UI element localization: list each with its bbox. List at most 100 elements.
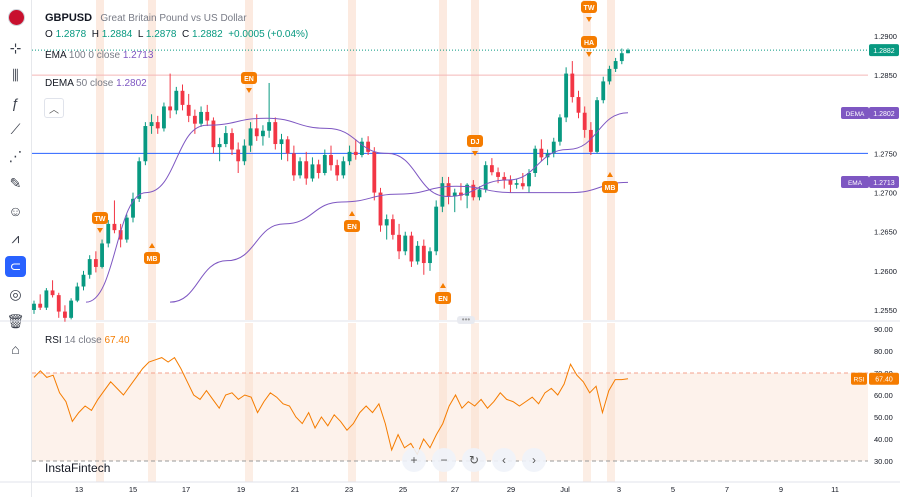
- brush-icon[interactable]: ✎: [9, 175, 22, 191]
- high-value: 1.2884: [101, 29, 133, 40]
- price-tick-label: 1.2750: [874, 149, 897, 158]
- candle-body: [192, 115, 197, 124]
- dema-value: 1.2802: [116, 78, 147, 89]
- close-value: 1.2882: [192, 29, 223, 40]
- candle-body: [199, 111, 203, 124]
- event-band: [96, 0, 104, 320]
- rsi-event-band: [607, 323, 615, 482]
- candle-body: [273, 122, 278, 145]
- candle-body: [63, 311, 67, 318]
- candle-body: [316, 164, 321, 173]
- candle-body: [564, 73, 569, 118]
- candle-body: [415, 245, 420, 262]
- candle-body: [489, 165, 494, 173]
- candle-body: [304, 161, 309, 179]
- candle-body: [118, 230, 123, 240]
- candle-body: [558, 117, 562, 142]
- pattern-icon[interactable]: ⋰: [8, 148, 23, 164]
- rsi-event-band: [471, 323, 479, 482]
- zoom-in-button[interactable]: +: [402, 448, 426, 472]
- price-label-value: 1.2802: [873, 111, 895, 118]
- dema-50-line: [85, 112, 629, 303]
- candle-body: [230, 133, 234, 150]
- ema-name: EMA: [45, 50, 67, 61]
- time-tick-label: 7: [725, 485, 729, 494]
- candle-body: [298, 161, 302, 176]
- event-badge: [581, 1, 597, 13]
- candle-body: [162, 106, 166, 129]
- candle-body: [329, 154, 333, 166]
- candle-body: [112, 223, 117, 231]
- lock-icon[interactable]: ⌂: [11, 340, 20, 357]
- rsi-tick-label: 60.00: [874, 391, 893, 400]
- ohlc-legend: O 1.2878 H 1.2884 L 1.2878 C 1.2882 +0.0…: [45, 29, 308, 40]
- rsi-legend[interactable]: RSI 14 close 67.40: [45, 335, 130, 346]
- candle-body: [267, 122, 272, 131]
- dema-legend[interactable]: DEMA 50 close 1.2802: [45, 78, 147, 89]
- event-label: DJ: [471, 139, 480, 146]
- candle-body: [149, 122, 154, 127]
- dema-params: 50 close: [76, 78, 114, 89]
- symbol-legend: GBPUSD Great Britain Pound vs US Dollar: [45, 12, 247, 24]
- time-tick-label: 15: [129, 485, 137, 494]
- rsi-params: 14 close: [64, 335, 102, 346]
- candle-body: [32, 303, 36, 310]
- fx-indicator-icon[interactable]: ƒ: [11, 94, 20, 111]
- scroll-left-button[interactable]: ‹: [492, 448, 516, 472]
- candle-body: [378, 192, 383, 226]
- crosshair-icon[interactable]: ⊹: [9, 40, 22, 56]
- flag-icon[interactable]: [8, 9, 25, 26]
- time-tick-label: 9: [779, 485, 783, 494]
- event-band: [148, 0, 156, 320]
- time-tick-label: 5: [671, 485, 675, 494]
- price-tick-label: 1.2900: [874, 32, 897, 41]
- rsi-name: RSI: [45, 335, 62, 346]
- candle-body: [459, 192, 463, 196]
- change-value: +0.0005 (+0.04%): [228, 29, 309, 40]
- price-label-value: 1.2882: [873, 48, 895, 55]
- candle-body: [248, 128, 253, 146]
- candle-body: [291, 153, 296, 176]
- arrow-down-icon: [246, 88, 252, 93]
- emoji-icon[interactable]: ☺: [8, 202, 23, 219]
- zoom-out-button[interactable]: −: [432, 448, 456, 472]
- candle-body: [428, 251, 432, 264]
- candle-body: [360, 141, 364, 155]
- candles-icon[interactable]: ⫼: [12, 67, 19, 83]
- candle-body: [38, 303, 43, 308]
- price-tick-label: 1.2850: [874, 71, 897, 80]
- event-marker-mb: MB: [602, 172, 618, 193]
- candle-body: [124, 217, 129, 240]
- candle-body: [440, 183, 445, 207]
- chart-navigation: + − ↻ ‹ ›: [402, 448, 546, 472]
- scroll-right-button[interactable]: ›: [522, 448, 546, 472]
- candle-body: [205, 111, 210, 121]
- drawing-icon[interactable]: ⟋: [10, 121, 21, 137]
- price-label-value: 1.2713: [873, 180, 895, 187]
- collapse-legend-button[interactable]: ︿: [44, 98, 64, 118]
- event-marker-mb: MB: [144, 243, 160, 264]
- rsi-event-band: [348, 323, 356, 482]
- ema-legend[interactable]: EMA 100 0 close 1.2713: [45, 50, 153, 61]
- candle-body: [285, 139, 290, 154]
- event-label: TW: [95, 216, 106, 223]
- measure-icon[interactable]: ⩘: [11, 230, 20, 246]
- price-label-name: EMA: [848, 180, 863, 187]
- candle-body: [576, 97, 581, 113]
- time-tick-label: 23: [345, 485, 353, 494]
- rsi-tick-label: 30.00: [874, 457, 893, 466]
- candle-body: [100, 243, 104, 267]
- rsi-event-band: [148, 323, 156, 482]
- price-label-tag: [841, 107, 869, 119]
- time-tick-label: 11: [831, 485, 839, 494]
- symbol-name[interactable]: GBPUSD: [45, 12, 93, 24]
- candle-body: [347, 151, 352, 162]
- event-band: [439, 0, 447, 320]
- pane-resize-handle[interactable]: •••: [457, 316, 475, 324]
- candle-body: [539, 148, 544, 158]
- event-marker-en: EN: [241, 72, 257, 93]
- magnet-icon[interactable]: ⊂: [5, 256, 26, 277]
- reset-icon[interactable]: ↻: [462, 448, 486, 472]
- eye-off-icon[interactable]: ◎: [9, 286, 22, 302]
